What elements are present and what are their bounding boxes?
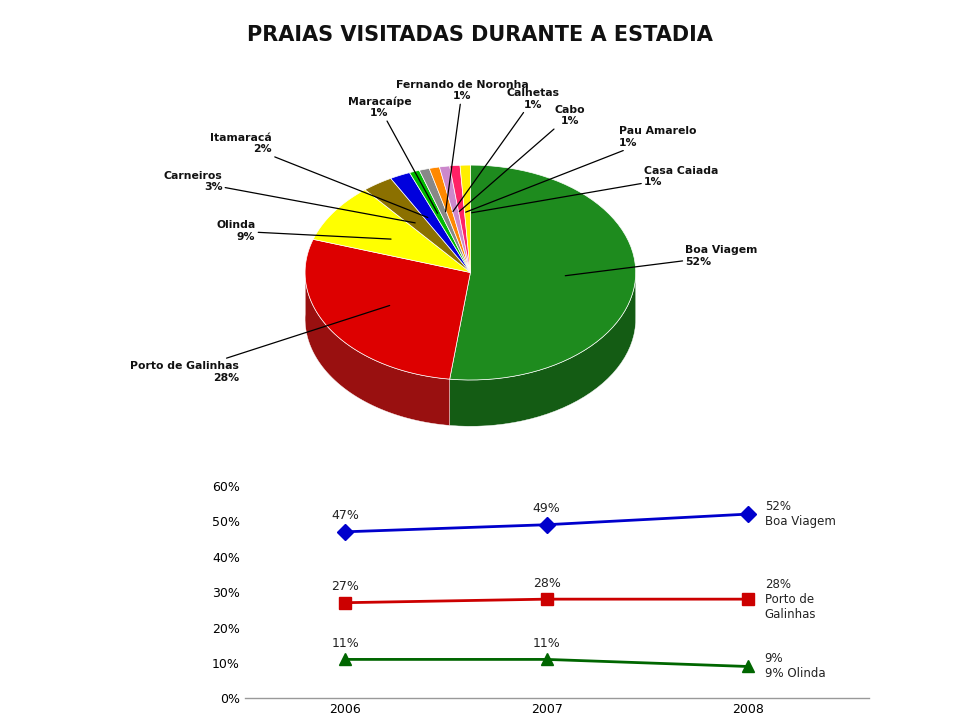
Text: 28%
Porto de
Galinhas: 28% Porto de Galinhas: [765, 577, 816, 621]
Text: 52%
Boa Viagem: 52% Boa Viagem: [765, 500, 835, 528]
Text: Cabo
1%: Cabo 1%: [459, 104, 585, 212]
Text: Carneiros
3%: Carneiros 3%: [163, 171, 415, 223]
Text: 9%
9% Olinda: 9% 9% Olinda: [765, 652, 826, 680]
Text: Itamaracá
2%: Itamaracá 2%: [210, 132, 428, 217]
Polygon shape: [305, 268, 449, 426]
Text: Porto de Galinhas
28%: Porto de Galinhas 28%: [130, 305, 390, 382]
Text: 27%: 27%: [331, 580, 359, 593]
Polygon shape: [449, 270, 636, 426]
Polygon shape: [460, 165, 470, 273]
Polygon shape: [305, 239, 470, 379]
Text: Fernando de Noronha
1%: Fernando de Noronha 1%: [396, 80, 529, 212]
Text: 11%: 11%: [533, 637, 561, 650]
Text: Casa Caiada
1%: Casa Caiada 1%: [471, 166, 718, 212]
Polygon shape: [420, 168, 470, 273]
Text: Calhetas
1%: Calhetas 1%: [453, 88, 560, 212]
Polygon shape: [391, 173, 470, 273]
Text: Olinda
9%: Olinda 9%: [216, 220, 391, 242]
Polygon shape: [449, 165, 636, 380]
Text: Pau Amarelo
1%: Pau Amarelo 1%: [466, 126, 697, 212]
Polygon shape: [429, 167, 470, 273]
Text: 28%: 28%: [533, 577, 561, 590]
Text: 47%: 47%: [331, 509, 359, 522]
Polygon shape: [410, 171, 470, 273]
Text: Maracaípe
1%: Maracaípe 1%: [348, 96, 438, 213]
Polygon shape: [440, 166, 470, 273]
Text: PRAIAS VISITADAS DURANTE A ESTADIA: PRAIAS VISITADAS DURANTE A ESTADIA: [247, 25, 713, 45]
Text: 11%: 11%: [331, 637, 359, 650]
Text: Boa Viagem
52%: Boa Viagem 52%: [565, 246, 757, 276]
Text: 49%: 49%: [533, 503, 561, 516]
Polygon shape: [365, 179, 470, 273]
Polygon shape: [313, 190, 470, 273]
Polygon shape: [449, 166, 470, 273]
